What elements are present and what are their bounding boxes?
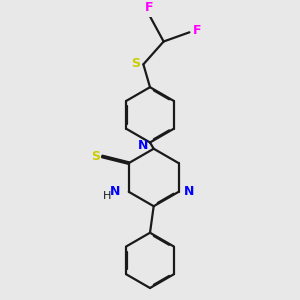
Text: N: N [138,139,148,152]
Text: N: N [184,184,194,198]
Text: H: H [103,191,112,201]
Text: F: F [193,24,202,37]
Text: N: N [110,184,120,198]
Text: S: S [91,150,100,163]
Text: F: F [145,1,153,14]
Text: S: S [131,57,140,70]
